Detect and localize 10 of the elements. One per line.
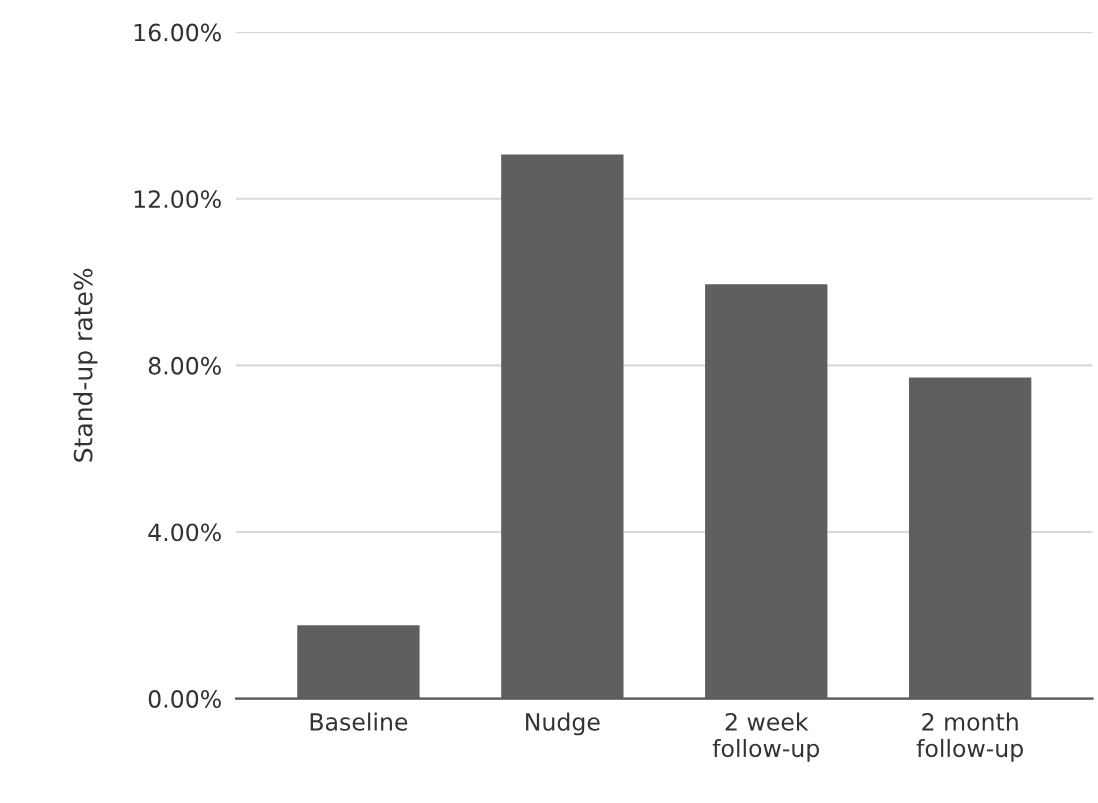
x-tick-label: Baseline (310, 712, 408, 731)
x-tick-label: Nudge (526, 712, 600, 736)
x-tick-label: 2 week follow-up (712, 712, 820, 762)
y-tick-label: 12.00% (134, 190, 221, 209)
y-tick-label: 16.00% (134, 23, 221, 42)
y-tick-label: 4.00% (148, 523, 221, 542)
x-tick-label: 2 month follow-up (916, 712, 1023, 762)
y-tick-label: 8.00% (148, 356, 221, 375)
y-axis-title: Stand-up rate% (73, 268, 98, 462)
y-tick-label: 0.00% (148, 690, 221, 708)
